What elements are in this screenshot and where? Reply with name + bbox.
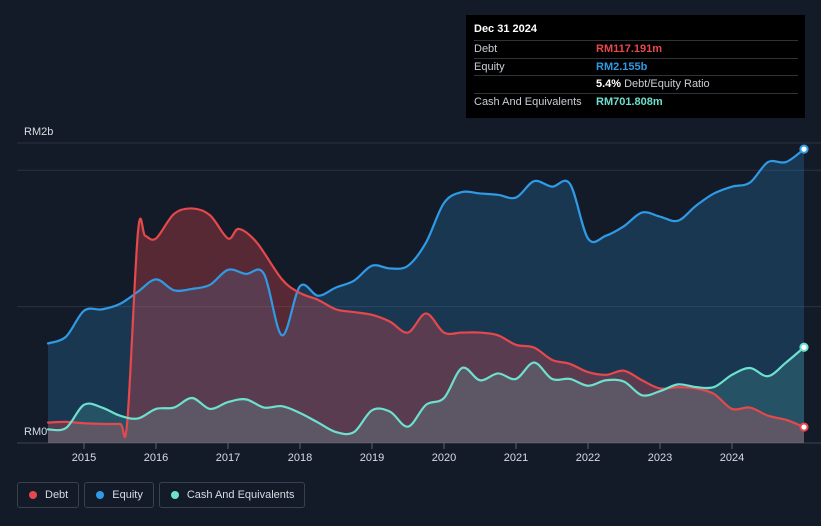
x-tick-label: 2022 <box>576 452 600 464</box>
tooltip-row-debt: Debt RM117.191m <box>474 40 798 58</box>
cash-dot-icon <box>170 491 179 499</box>
x-tick-label: 2015 <box>72 452 96 464</box>
tooltip-row-ratio: 5.4% Debt/Equity Ratio <box>474 75 798 93</box>
grid-lines <box>17 142 821 444</box>
x-tick-label: 2020 <box>432 452 456 464</box>
tooltip-row-equity: Equity RM2.155b <box>474 57 798 76</box>
cash-and-equivalents-endpoint <box>799 342 809 352</box>
equity-dot-icon <box>96 491 105 499</box>
tooltip-value: RM701.808m <box>596 95 663 108</box>
x-tick-label: 2016 <box>144 452 168 464</box>
tooltip-date: Dec 31 2024 <box>474 23 537 35</box>
legend-item-equity[interactable]: Equity <box>84 482 154 508</box>
tooltip-label: Equity <box>474 60 505 73</box>
y-tick-label-top: RM2b <box>24 126 53 138</box>
series-lines <box>46 148 806 439</box>
tooltip-label: Debt <box>474 43 498 56</box>
tooltip-value: RM117.191m <box>596 43 663 56</box>
legend-label: Cash And Equivalents <box>186 489 295 501</box>
tooltip-value: 5.4% Debt/Equity Ratio <box>596 78 710 90</box>
tooltip: Dec 31 2024 Debt RM117.191m Equity RM2.1… <box>466 15 805 118</box>
x-tick-label: 2017 <box>216 452 240 464</box>
x-tick-label: 2019 <box>360 452 384 464</box>
tooltip-value: RM2.155b <box>596 60 648 73</box>
legend-label: Equity <box>112 489 143 501</box>
tooltip-row-cash: Cash And Equivalents RM701.808m <box>474 92 798 111</box>
x-tick-label: 2021 <box>504 452 528 464</box>
equity-endpoint <box>799 144 809 154</box>
cash-and-equivalents-line <box>46 346 806 436</box>
x-tick-label: 2024 <box>720 452 744 464</box>
x-tick-label: 2018 <box>288 452 312 464</box>
legend: Debt Equity Cash And Equivalents <box>17 482 306 508</box>
y-axis: RM2b RM0 <box>24 126 53 438</box>
legend-label: Debt <box>45 489 69 501</box>
legend-item-cash[interactable]: Cash And Equivalents <box>158 482 306 508</box>
ratio-label: Debt/Equity Ratio <box>624 78 710 91</box>
x-axis: 2015 2016 2017 2018 2019 2020 2021 2022 2023 2024 <box>72 443 744 464</box>
tooltip-label: Cash And Equivalents <box>474 95 582 108</box>
y-tick-label-bottom: RM0 <box>24 426 47 438</box>
x-tick-label: 2023 <box>648 452 672 464</box>
ratio-value: 5.4% <box>596 78 622 91</box>
series-areas <box>48 149 804 444</box>
debt-endpoint <box>799 422 809 432</box>
debt-area <box>48 208 804 443</box>
legend-item-debt[interactable]: Debt <box>17 482 80 508</box>
equity-line <box>46 148 806 345</box>
cash-and-equivalents-area <box>48 347 804 443</box>
series-endpoints <box>799 144 809 432</box>
equity-area <box>48 149 804 444</box>
debt-dot-icon <box>29 491 37 499</box>
